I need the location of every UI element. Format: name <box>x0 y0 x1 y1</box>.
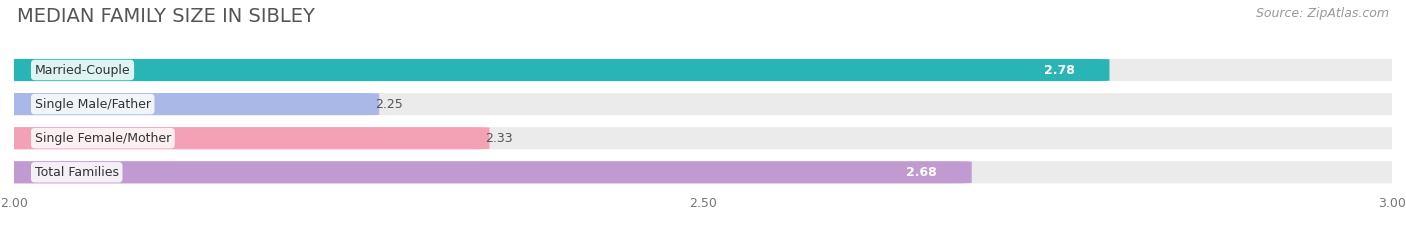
Text: 2.25: 2.25 <box>375 98 402 111</box>
Text: Source: ZipAtlas.com: Source: ZipAtlas.com <box>1256 7 1389 20</box>
FancyBboxPatch shape <box>0 93 1406 115</box>
FancyBboxPatch shape <box>0 161 1406 183</box>
FancyBboxPatch shape <box>0 161 972 183</box>
Text: Single Female/Mother: Single Female/Mother <box>35 132 172 145</box>
Text: 2.68: 2.68 <box>907 166 938 179</box>
FancyBboxPatch shape <box>0 127 489 149</box>
FancyBboxPatch shape <box>0 59 1406 81</box>
Text: Single Male/Father: Single Male/Father <box>35 98 150 111</box>
Text: 2.33: 2.33 <box>485 132 513 145</box>
FancyBboxPatch shape <box>0 127 1406 149</box>
FancyBboxPatch shape <box>0 59 1109 81</box>
Text: 2.78: 2.78 <box>1045 64 1076 76</box>
Text: MEDIAN FAMILY SIZE IN SIBLEY: MEDIAN FAMILY SIZE IN SIBLEY <box>17 7 315 26</box>
FancyBboxPatch shape <box>0 93 380 115</box>
Text: Married-Couple: Married-Couple <box>35 64 131 76</box>
Text: Total Families: Total Families <box>35 166 118 179</box>
